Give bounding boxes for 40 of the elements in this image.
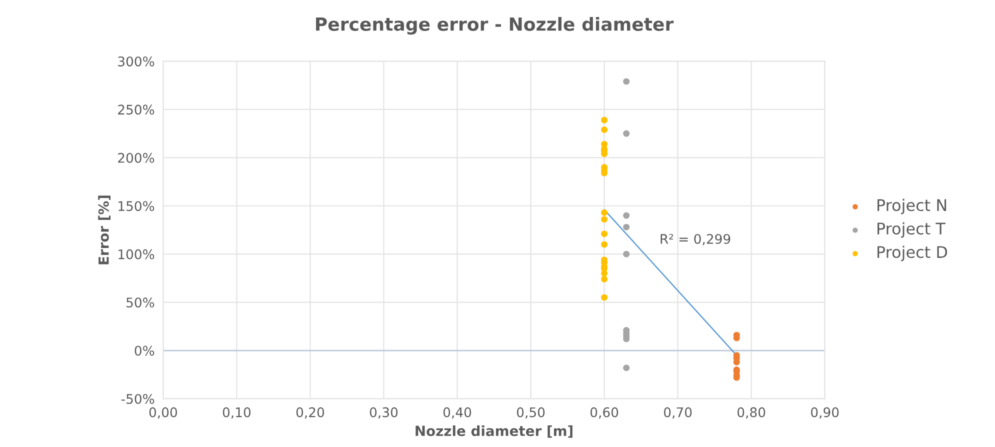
legend-label: Project T (878, 222, 946, 238)
chart-title: Percentage error - Nozzle diameter (316, 16, 674, 35)
point (623, 212, 630, 219)
x-tick-label: 0,20 (296, 407, 324, 419)
point (601, 270, 608, 277)
point (623, 250, 630, 258)
y-tick-label: -50% (121, 394, 154, 404)
x-tick-label: 0,90 (811, 407, 839, 419)
point (601, 209, 608, 216)
point (623, 364, 630, 372)
y-tick-label: 300% (118, 56, 154, 66)
y-tick-label: 200% (118, 152, 154, 163)
x-tick-label: 0,70 (664, 407, 692, 419)
point (623, 78, 630, 85)
x-tick-label: 0,50 (516, 407, 545, 419)
legend-label: Project D (878, 246, 948, 262)
point (601, 216, 608, 223)
point (623, 224, 630, 230)
y-axis-title: Error [%] (98, 196, 111, 264)
x-axis-title: Nozzle diameter [m] (416, 425, 572, 438)
point (601, 276, 608, 282)
y-tick-label: 50% (126, 298, 154, 308)
x-tick-label: 0,10 (222, 407, 251, 419)
point (601, 230, 608, 238)
legend-label: Project N (878, 198, 946, 214)
y-tick-label: 150% (118, 201, 154, 212)
annotation: R² = 0,299 (660, 234, 730, 246)
x-tick-label: 0,80 (738, 407, 766, 419)
point (601, 241, 608, 248)
x-tick-label: 0,60 (590, 407, 618, 419)
y-tick-label: 0% (134, 346, 154, 356)
point (601, 116, 608, 124)
y-tick-label: 250% (118, 104, 154, 115)
x-tick-label: 0,40 (443, 407, 472, 419)
x-tick-label: 0,00 (149, 407, 177, 419)
point (601, 126, 608, 133)
x-tick-label: 0,30 (370, 407, 398, 419)
point (601, 294, 608, 301)
y-tick-label: 100% (118, 249, 154, 260)
point (623, 130, 630, 137)
